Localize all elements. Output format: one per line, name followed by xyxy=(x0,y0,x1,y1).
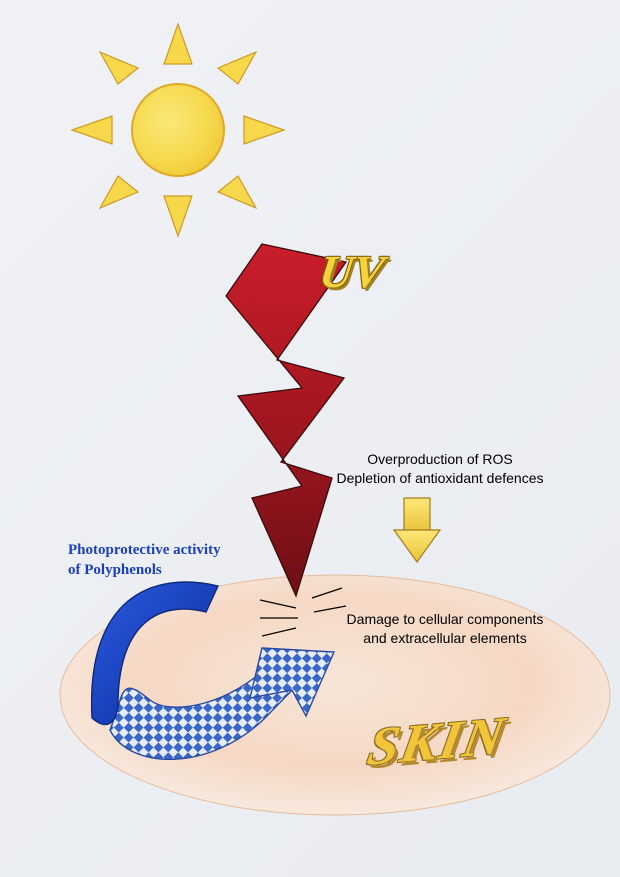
skin-label: SKIN xyxy=(363,704,511,777)
yellow-arrow xyxy=(394,498,440,562)
damage-text-block: Damage to cellular components and extrac… xyxy=(330,610,560,648)
polyphenol-text-block: Photoprotective activity of Polyphenols xyxy=(68,540,268,581)
poly-line2: of Polyphenols xyxy=(68,562,162,578)
damage-line1: Damage to cellular components xyxy=(347,611,544,627)
ros-line1: Overproduction of ROS xyxy=(367,451,513,467)
ros-text-block: Overproduction of ROS Depletion of antio… xyxy=(310,450,570,488)
damage-line2: and extracellular elements xyxy=(363,630,526,646)
diagram-canvas: { "canvas": { "width": 620, "height": 87… xyxy=(0,0,620,877)
diagram-svg xyxy=(0,0,620,877)
poly-line1: Photoprotective activity xyxy=(68,542,221,558)
ros-line2: Depletion of antioxidant defences xyxy=(336,470,543,486)
uv-label: UV xyxy=(316,245,387,298)
sun-body xyxy=(132,84,224,176)
